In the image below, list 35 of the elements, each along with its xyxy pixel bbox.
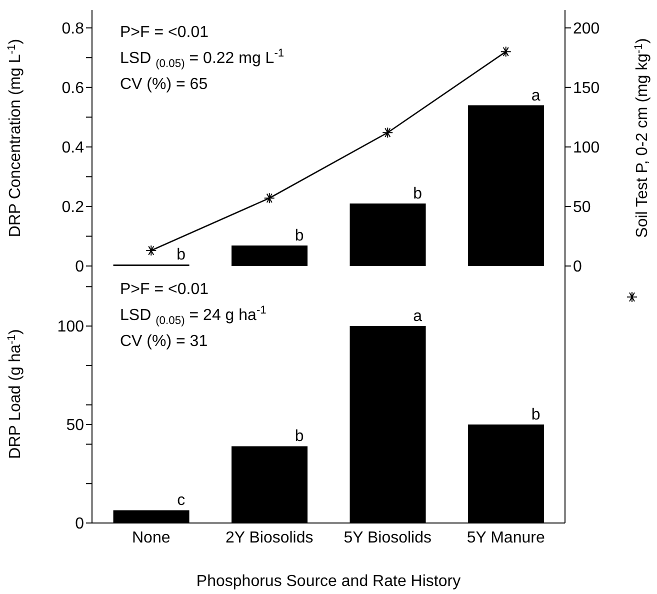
y2-tick-label: 100	[573, 140, 600, 157]
y2-tick-label: 150	[573, 80, 600, 98]
annotation: P>F = <0.01	[120, 23, 210, 43]
annotation: b	[294, 227, 304, 244]
y2-tick-label: 200	[573, 20, 600, 38]
bar	[232, 245, 308, 266]
x-tick-label: None	[132, 529, 170, 546]
y-tick-label: 0	[75, 516, 84, 533]
annotation: b	[531, 406, 540, 424]
y-tick-label: 0.6	[62, 80, 84, 98]
annotation: P>F = <0.01	[120, 280, 210, 300]
bar	[468, 105, 544, 266]
annotation: CV (%) = 65	[120, 75, 209, 95]
annotation: b	[294, 428, 304, 446]
x-tick-label: 5Y Manure	[466, 529, 545, 546]
annotation: b	[413, 185, 422, 202]
bar	[350, 203, 426, 266]
y2-tick-label: 0	[573, 258, 582, 276]
x-axis-title: Phosphorus Source and Rate History	[196, 573, 461, 590]
y-tick-label: 100	[57, 318, 84, 336]
annotation: LSD $_{(0.05)}$ = 0.22 mg L$^{-1}$	[120, 46, 284, 72]
y-tick-label: 0	[75, 258, 84, 276]
x-tick-label: 2Y Biosolids	[225, 529, 314, 546]
y-tick-label: 0.2	[62, 199, 84, 216]
y-tick-label: 0.8	[62, 20, 84, 38]
annotation: CV (%) = 31	[120, 332, 209, 352]
annotation: a	[531, 87, 540, 104]
annotation: c	[177, 492, 186, 510]
y-tick-label: 50	[66, 417, 84, 434]
annotation: b	[176, 246, 186, 264]
y2-tick-label: 50	[573, 199, 591, 216]
annotation: LSD $_{(0.05)}$ = 24 g ha$^{-1}$	[120, 304, 266, 329]
x-tick-label: 5Y Biosolids	[344, 529, 432, 546]
y-tick-label: 0.4	[62, 140, 84, 157]
annotation: a	[413, 308, 422, 326]
